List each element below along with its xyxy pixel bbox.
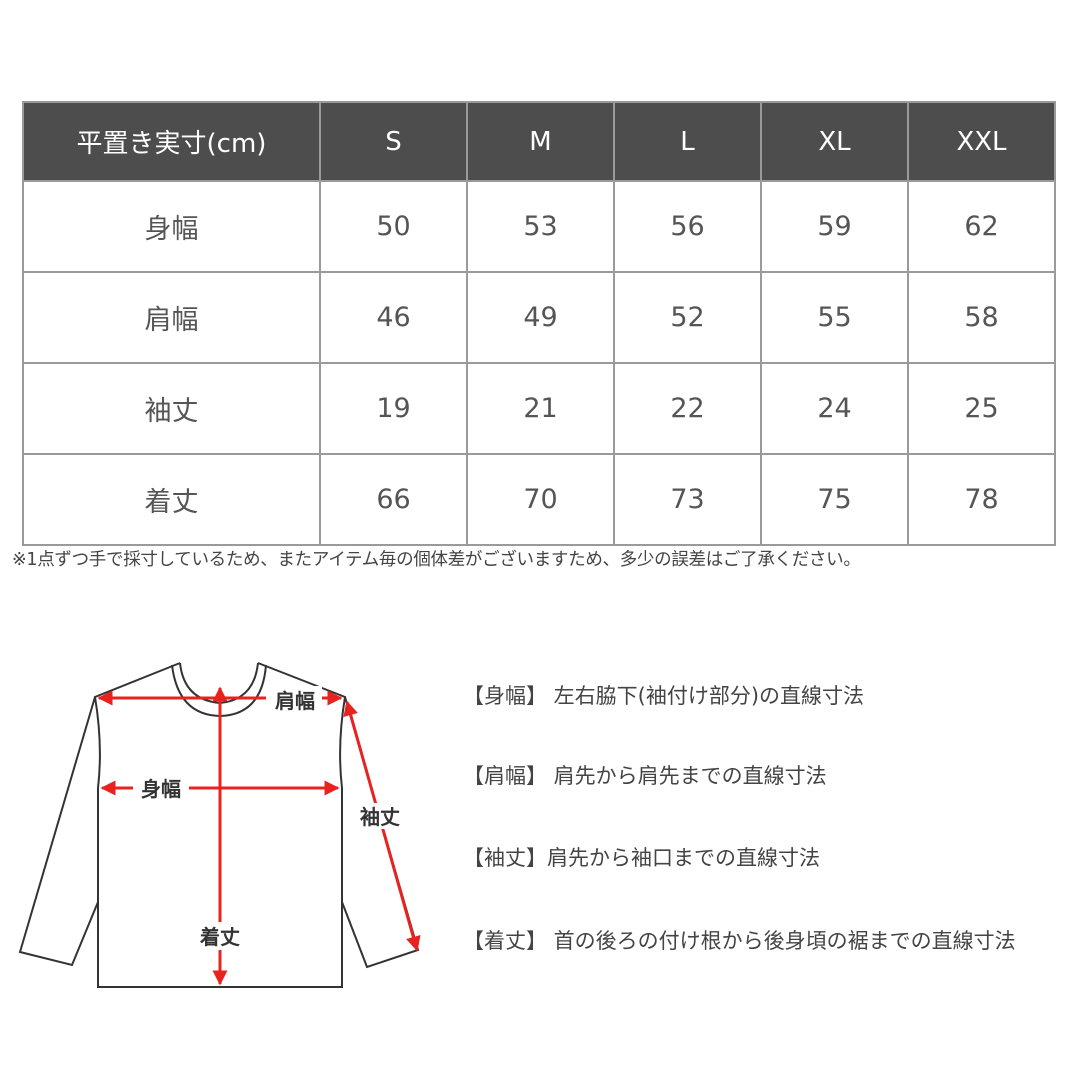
description-shoulder: 【肩幅】 肩先から肩先までの直線寸法: [463, 764, 827, 788]
row-label: 肩幅: [22, 271, 321, 364]
header-size-m: M: [466, 101, 615, 182]
table-cell: 70: [466, 453, 615, 546]
table-row: 身幅 50 53 56 59 62: [22, 180, 1056, 273]
measurement-note: ※1点ずつ手で採寸しているため、またアイテム毎の個体差がございますため、多少の誤…: [12, 550, 861, 570]
label-sleeve: 袖丈: [360, 805, 400, 829]
table-cell: 78: [907, 453, 1056, 546]
table-cell: 62: [907, 180, 1056, 273]
shirt-diagram: 肩幅 身幅 袖丈 着丈: [18, 662, 421, 988]
table-cell: 56: [613, 180, 762, 273]
header-measurement: 平置き実寸(cm): [22, 101, 321, 182]
row-label: 着丈: [22, 453, 321, 546]
table-cell: 21: [466, 362, 615, 455]
size-table: 平置き実寸(cm) S M L XL XXL 身幅 50 53 56 59 62 肩幅 46 4…: [22, 101, 1056, 546]
table-cell: 49: [466, 271, 615, 364]
description-length: 【着丈】 首の後ろの付け根から後身頃の裾までの直線寸法: [463, 929, 1016, 953]
table-cell: 46: [319, 271, 468, 364]
description-body-width: 【身幅】 左右脇下(袖付け部分)の直線寸法: [463, 684, 865, 708]
header-size-s: S: [319, 101, 468, 182]
table-cell: 53: [466, 180, 615, 273]
description-sleeve: 【袖丈】肩先から袖口までの直線寸法: [463, 846, 820, 870]
table-cell: 50: [319, 180, 468, 273]
table-row: 着丈 66 70 73 75 78: [22, 453, 1056, 546]
table-cell: 55: [760, 271, 909, 364]
measurement-arrows: [97, 686, 421, 986]
header-size-xl: XL: [760, 101, 909, 182]
label-body-width: 身幅: [141, 777, 181, 801]
table-cell: 66: [319, 453, 468, 546]
header-size-l: L: [613, 101, 762, 182]
table-cell: 19: [319, 362, 468, 455]
table-cell: 75: [760, 453, 909, 546]
table-cell: 58: [907, 271, 1056, 364]
table-row: 袖丈 19 21 22 24 25: [22, 362, 1056, 455]
table-row: 肩幅 46 49 52 55 58: [22, 271, 1056, 364]
header-row: 平置き実寸(cm) S M L XL XXL: [22, 101, 1056, 182]
table-cell: 25: [907, 362, 1056, 455]
table-cell: 52: [613, 271, 762, 364]
table-cell: 59: [760, 180, 909, 273]
row-label: 袖丈: [22, 362, 321, 455]
table-cell: 22: [613, 362, 762, 455]
table-cell: 73: [613, 453, 762, 546]
label-length: 着丈: [199, 925, 240, 949]
header-size-xxl: XXL: [907, 101, 1056, 182]
table-cell: 24: [760, 362, 909, 455]
row-label: 身幅: [22, 180, 321, 273]
label-shoulder: 肩幅: [275, 689, 315, 713]
